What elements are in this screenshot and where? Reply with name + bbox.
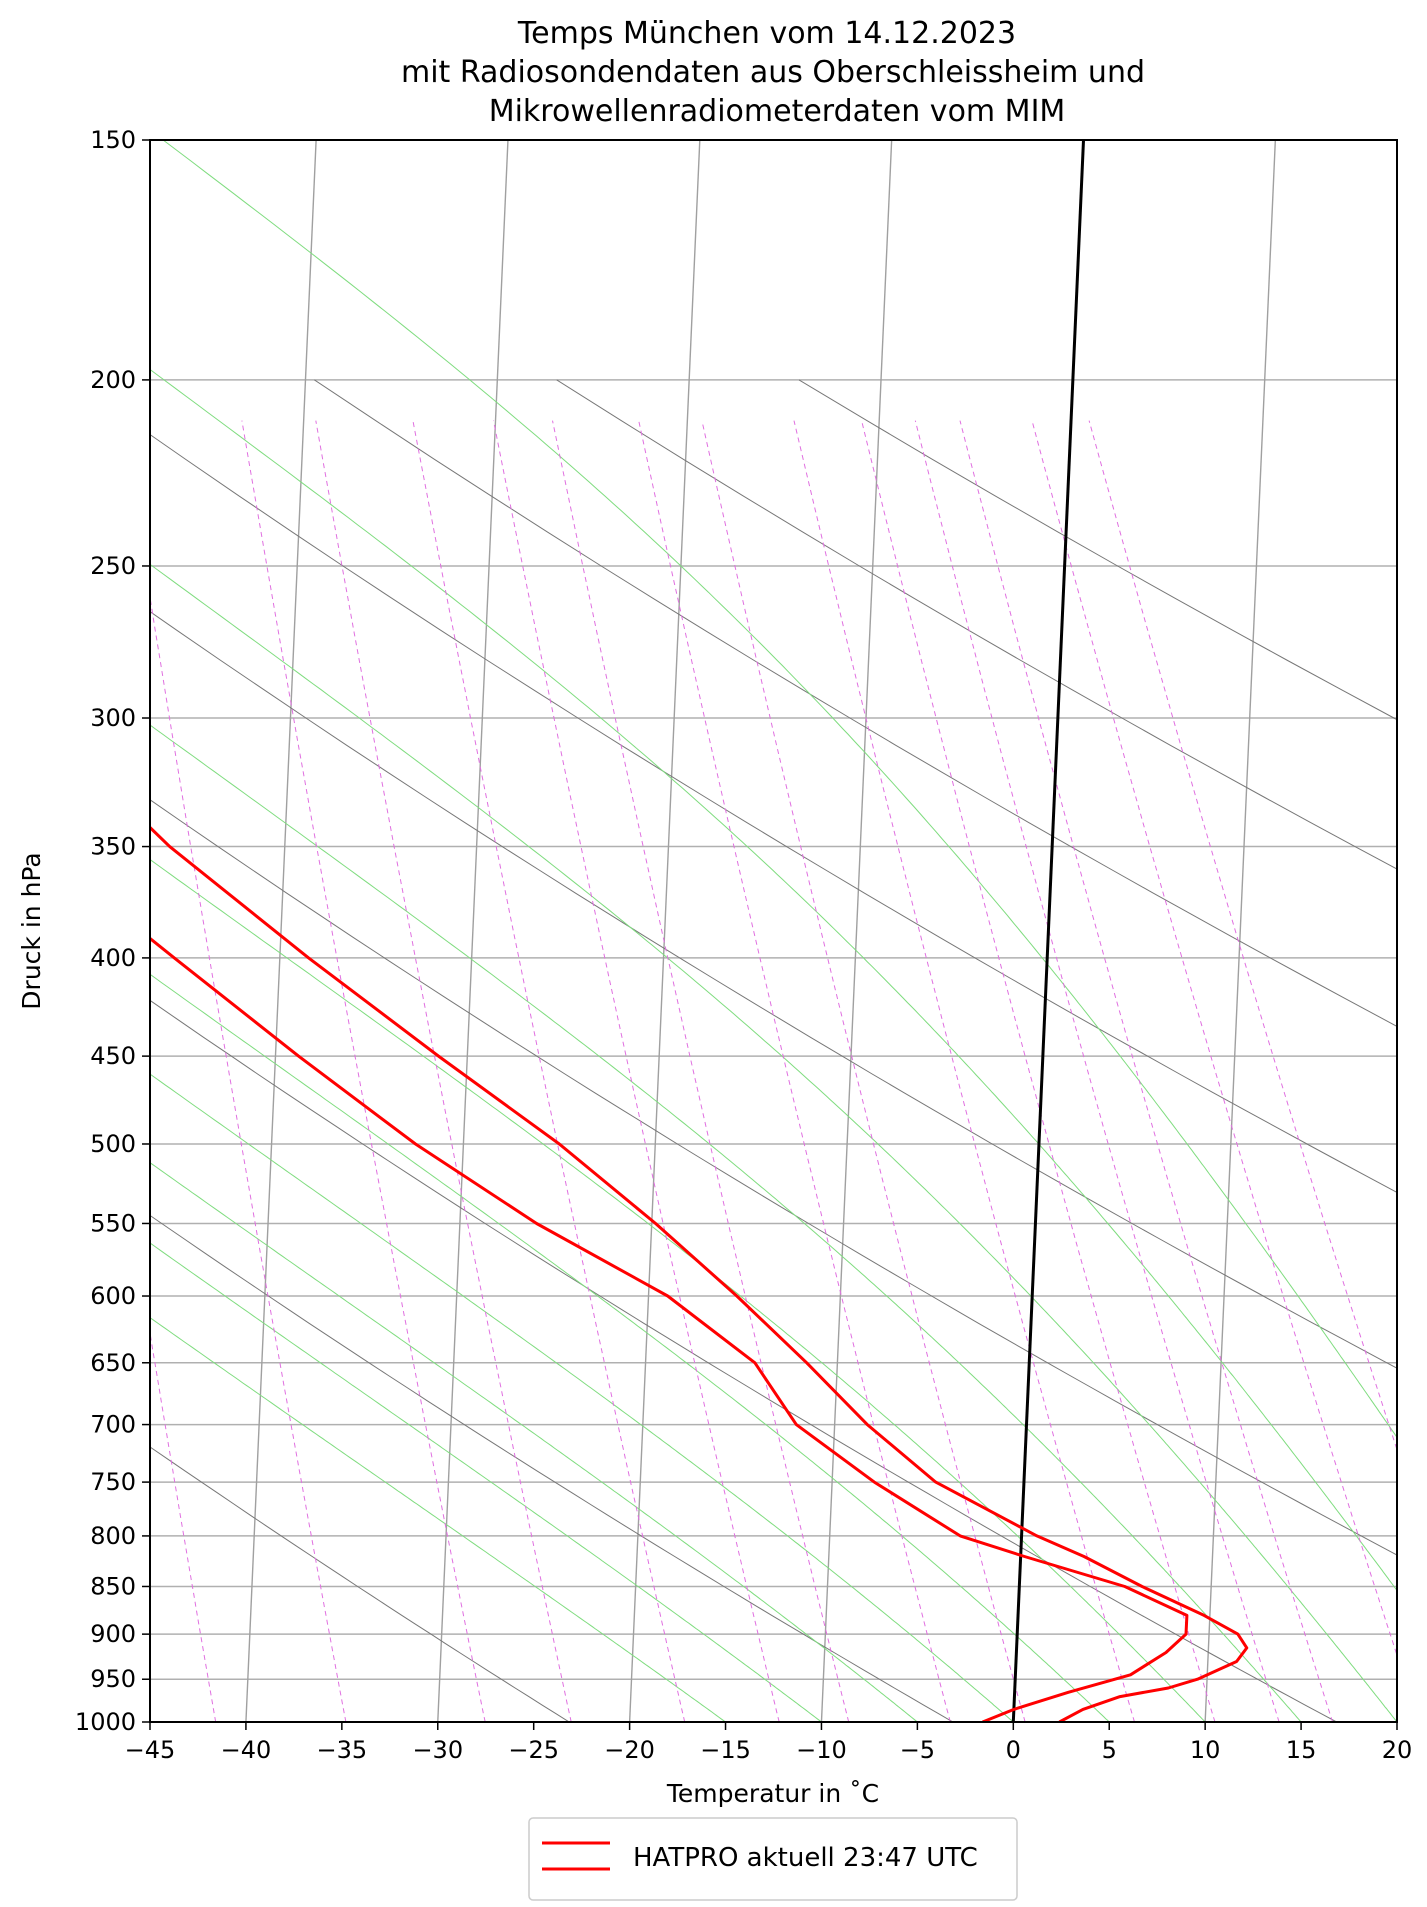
- x-tick-label: 20: [1382, 1736, 1413, 1764]
- moist-adiabat-0: [150, 1073, 1014, 1722]
- moist-adiabat-15: [150, 724, 1302, 1722]
- y-tick-label: 850: [90, 1572, 136, 1600]
- moist-adiabat-5: [150, 973, 1110, 1722]
- dry-adiabat-290: [150, 999, 1337, 1722]
- x-axis-ticks: −45 −40 −35 −30 −25 −20 −15 −10 −5 0 5 10 15 20: [125, 1722, 1413, 1764]
- legend-frame: [528, 1817, 1018, 1901]
- moist-adiabat-30: [162, 140, 1397, 1439]
- dry-adiabat-390: [556, 379, 1397, 870]
- isotherm--40: [245, 140, 317, 1722]
- y-axis-label: Druck in hPa: [17, 852, 46, 1009]
- moist-adiabat--10: [150, 1242, 822, 1722]
- y-axis-ticks: 150 200 250 300 350 400 450 500 550 600 650 700 750 8…: [75, 126, 150, 1736]
- mixing-ratio-1.5: [493, 420, 780, 1722]
- isotherm-10: [1204, 140, 1277, 1722]
- grid-layer: [150, 140, 1397, 1722]
- y-tick-label: 300: [90, 704, 136, 732]
- y-tick-label: 250: [90, 552, 136, 580]
- dry-adiabat-350: [150, 433, 1397, 1194]
- mixing-ratio-8: [861, 420, 1216, 1722]
- y-tick-label: 1000: [75, 1708, 136, 1736]
- mixing-ratio-6: [793, 420, 1135, 1722]
- moist-adiabat-25: [150, 368, 1397, 1592]
- y-tick-label: 550: [90, 1209, 136, 1237]
- x-tick-label: 10: [1190, 1736, 1221, 1764]
- dry-adiabat-370: [314, 379, 1397, 1027]
- mixing-ratio-0.6: [315, 420, 572, 1722]
- mixing-ratio-4: [701, 420, 1026, 1722]
- x-axis-label: Temperatur in ˚C: [666, 1779, 879, 1808]
- legend-label: HATPRO aktuell 23:47 UTC: [633, 1843, 978, 1873]
- x-tick-label: −20: [604, 1736, 655, 1764]
- isotherm--30: [437, 140, 509, 1722]
- profile-temperature: [150, 825, 1249, 1722]
- x-tick-label: 0: [1006, 1736, 1021, 1764]
- legend: HATPRO aktuell 23:47 UTC: [528, 1817, 1018, 1901]
- mixing-ratio-0.4: [241, 420, 486, 1722]
- chart-title-line-1: Temps München vom 14.12.2023: [517, 16, 1016, 51]
- y-tick-label: 500: [90, 1130, 136, 1158]
- x-tick-label: −35: [317, 1736, 368, 1764]
- mixing-ratio-0.1: [150, 1330, 217, 1722]
- x-tick-label: 5: [1102, 1736, 1117, 1764]
- y-tick-label: 650: [90, 1349, 136, 1377]
- moist-adiabat--5: [150, 1162, 918, 1722]
- zero-isotherm-line: [1011, 140, 1085, 1722]
- x-tick-label: −45: [125, 1736, 176, 1764]
- mixing-ratio-20: [1088, 420, 1397, 1452]
- y-tick-label: 900: [90, 1620, 136, 1648]
- moist-adiabat-20: [150, 563, 1397, 1722]
- y-tick-label: 450: [90, 1042, 136, 1070]
- isotherm--10: [820, 140, 893, 1722]
- x-tick-label: 15: [1286, 1736, 1317, 1764]
- x-tick-label: −5: [900, 1736, 935, 1764]
- x-tick-label: −15: [700, 1736, 751, 1764]
- y-tick-label: 400: [90, 944, 136, 972]
- y-tick-label: 150: [90, 126, 136, 154]
- isotherm--20: [628, 140, 701, 1722]
- dry-adiabat-250: [150, 1446, 570, 1722]
- mixing-ratio-0.2: [150, 594, 347, 1722]
- x-tick-label: −30: [412, 1736, 463, 1764]
- data-layer: [150, 140, 1249, 1722]
- x-tick-label: −10: [796, 1736, 847, 1764]
- y-tick-label: 700: [90, 1411, 136, 1439]
- chart-title-line-3: Mikrowellenradiometerdaten vom MIM: [489, 94, 1066, 129]
- x-tick-label: −40: [221, 1736, 272, 1764]
- x-tick-label: −25: [508, 1736, 559, 1764]
- profile-dewpoint: [150, 936, 1189, 1722]
- mixing-ratio-1: [412, 420, 686, 1722]
- chart-title-line-2: mit Radiosondendaten aus Oberschleisshei…: [401, 55, 1145, 90]
- mixing-ratio-2: [552, 420, 850, 1722]
- moist-adiabat--15: [150, 1317, 726, 1722]
- dry-adiabat-330: [150, 611, 1397, 1369]
- y-tick-label: 350: [90, 833, 136, 861]
- dry-adiabat-310: [150, 799, 1397, 1556]
- y-tick-label: 950: [90, 1665, 136, 1693]
- y-tick-label: 800: [90, 1522, 136, 1550]
- y-tick-label: 200: [90, 366, 136, 394]
- mixing-ratio-16: [1031, 420, 1397, 1657]
- plot-frame: [149, 139, 1398, 1723]
- mixing-ratio-3: [638, 420, 951, 1722]
- y-tick-label: 600: [90, 1282, 136, 1310]
- y-tick-label: 750: [90, 1468, 136, 1496]
